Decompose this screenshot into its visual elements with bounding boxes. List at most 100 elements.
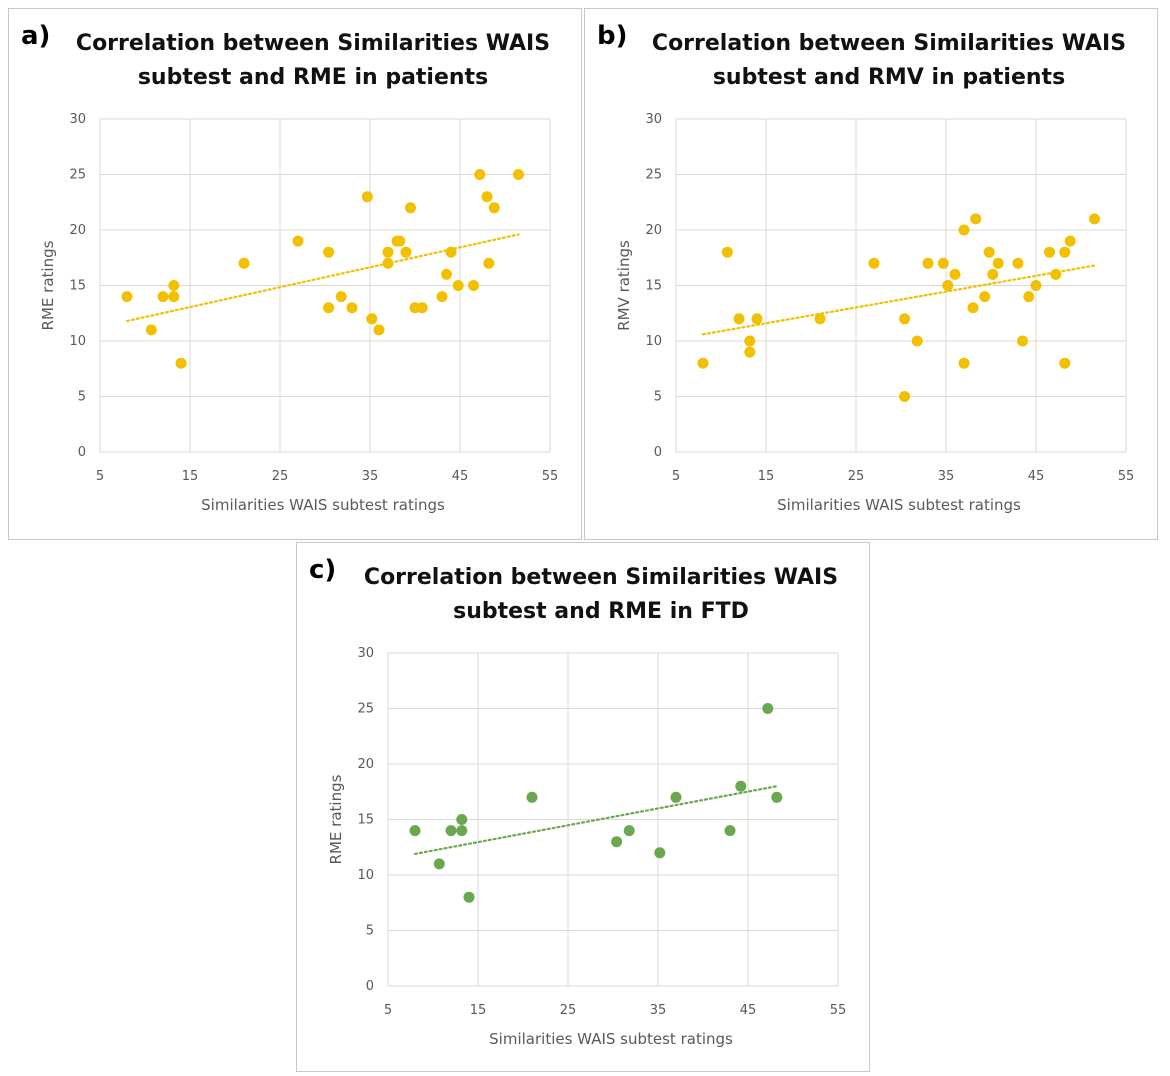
x-tick-label: 45 xyxy=(1028,469,1045,484)
y-tick-label: 0 xyxy=(366,979,374,994)
y-tick-label: 15 xyxy=(645,279,662,294)
chart-title-line-2: subtest and RME in FTD xyxy=(453,599,749,624)
x-tick-label: 5 xyxy=(672,469,680,484)
data-point xyxy=(987,268,999,280)
data-point xyxy=(157,291,169,303)
data-point xyxy=(958,224,970,236)
chart-title-line-1: Correlation between Similarities WAIS xyxy=(75,31,551,56)
data-point xyxy=(733,313,745,325)
chart-title: Correlation between Similarities WAIS su… xyxy=(641,27,1137,95)
data-point xyxy=(744,335,756,347)
y-tick-label: 15 xyxy=(357,813,374,828)
y-tick-label: 5 xyxy=(78,390,86,405)
data-point xyxy=(488,202,500,214)
data-point xyxy=(409,825,421,837)
data-point xyxy=(400,246,412,258)
data-point xyxy=(958,357,970,369)
data-point xyxy=(949,268,961,280)
data-point xyxy=(1059,357,1071,369)
y-tick-label: 0 xyxy=(78,445,86,460)
x-tick-label: 15 xyxy=(182,469,199,484)
y-tick-label: 30 xyxy=(357,646,374,661)
x-tick-label: 35 xyxy=(938,469,955,484)
y-tick-label: 10 xyxy=(69,334,86,349)
data-point xyxy=(481,191,493,203)
x-tick-label: 35 xyxy=(362,469,379,484)
data-point xyxy=(175,357,187,369)
data-point xyxy=(416,302,428,314)
chart-title: Correlation between Similarities WAIS su… xyxy=(65,27,561,95)
y-tick-label: 30 xyxy=(645,112,662,127)
data-point xyxy=(382,257,394,269)
y-tick-label: 20 xyxy=(645,223,662,238)
chart-title: Correlation between Similarities WAIS su… xyxy=(353,561,849,629)
panel-label: a) xyxy=(21,21,51,51)
data-point xyxy=(468,280,479,291)
data-point xyxy=(654,847,666,859)
data-point xyxy=(445,246,457,258)
data-point xyxy=(1089,213,1100,225)
data-point xyxy=(911,335,923,347)
data-point xyxy=(405,202,416,214)
chart-panel-b: b) Correlation between Similarities WAIS… xyxy=(584,8,1158,540)
y-tick-label: 30 xyxy=(69,112,86,127)
data-point xyxy=(361,191,373,203)
data-point xyxy=(335,291,347,303)
data-point xyxy=(463,891,475,903)
data-point xyxy=(394,235,406,247)
data-point xyxy=(168,280,180,291)
y-tick-label: 25 xyxy=(357,702,374,717)
chart-panel-c: c) Correlation between Similarities WAIS… xyxy=(296,542,870,1072)
x-axis-label: Similarities WAIS subtest ratings xyxy=(777,496,1021,514)
data-point xyxy=(670,791,682,803)
data-point xyxy=(323,302,335,314)
data-point xyxy=(1012,257,1024,269)
data-point xyxy=(979,291,991,303)
y-tick-label: 5 xyxy=(654,390,662,405)
y-tick-label: 5 xyxy=(366,924,374,939)
data-point xyxy=(121,291,133,303)
data-point xyxy=(983,246,995,258)
data-point xyxy=(145,324,157,336)
data-point xyxy=(899,391,911,402)
y-tick-label: 10 xyxy=(645,334,662,349)
data-point xyxy=(452,280,464,291)
data-point xyxy=(483,257,495,269)
data-point xyxy=(937,257,949,269)
data-point xyxy=(762,703,774,714)
x-axis-label: Similarities WAIS subtest ratings xyxy=(201,496,445,514)
data-point xyxy=(456,825,468,837)
data-point xyxy=(1023,291,1035,303)
y-axis-label: RMV ratings xyxy=(615,240,633,331)
y-tick-label: 10 xyxy=(357,868,374,883)
data-point xyxy=(1030,280,1042,291)
data-point xyxy=(1059,246,1071,258)
data-point xyxy=(373,324,385,336)
chart-panel-a: a) Correlation between Similarities WAIS… xyxy=(8,8,582,540)
data-point xyxy=(967,302,979,314)
data-point xyxy=(735,780,747,792)
data-point xyxy=(445,825,457,837)
data-point xyxy=(744,346,756,358)
y-tick-label: 20 xyxy=(357,757,374,772)
data-point xyxy=(697,357,709,369)
data-point xyxy=(1050,268,1062,280)
y-tick-label: 20 xyxy=(69,223,86,238)
y-tick-label: 25 xyxy=(69,168,86,183)
x-tick-label: 35 xyxy=(650,1003,667,1018)
data-point xyxy=(623,825,635,837)
y-tick-label: 25 xyxy=(645,168,662,183)
x-tick-label: 15 xyxy=(758,469,775,484)
y-axis-label: RME ratings xyxy=(39,240,57,330)
data-point xyxy=(436,291,448,303)
data-point xyxy=(942,280,954,291)
data-point xyxy=(771,791,783,803)
x-tick-label: 5 xyxy=(96,469,104,484)
data-point xyxy=(970,213,982,225)
data-point xyxy=(992,257,1004,269)
panel-label: b) xyxy=(597,21,628,51)
panel-label: c) xyxy=(309,555,337,585)
data-point xyxy=(323,246,335,258)
